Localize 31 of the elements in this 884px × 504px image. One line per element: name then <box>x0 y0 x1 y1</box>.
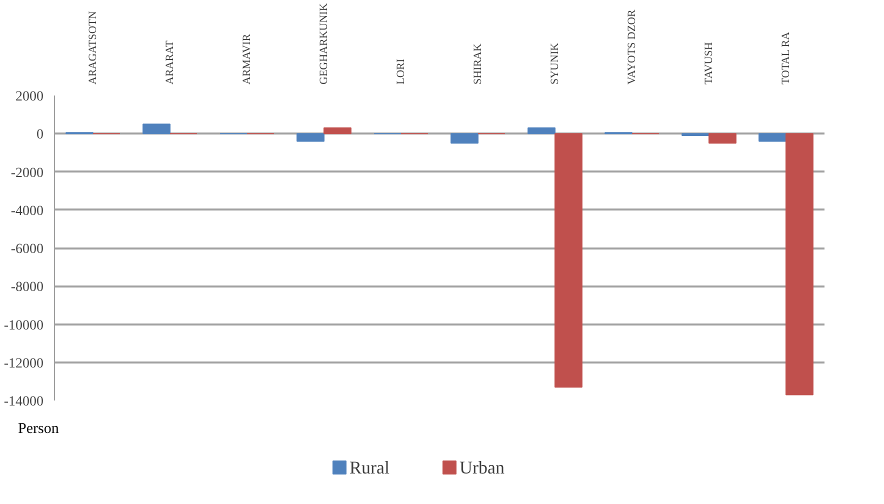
bar <box>296 133 324 142</box>
bar <box>786 133 814 396</box>
y-tick-label: -8000 <box>10 280 44 296</box>
legend-label: Urban <box>460 458 504 478</box>
x-tick-label: LORI <box>395 58 407 84</box>
y-tick-label: -6000 <box>10 242 44 257</box>
bar <box>324 127 352 134</box>
y-tick-label: -12000 <box>4 356 44 372</box>
y-tick-label: -14000 <box>4 394 44 410</box>
bar <box>554 133 582 388</box>
y-tick-label: -10000 <box>4 318 44 334</box>
x-tick-label: ARAGATSOTN <box>87 11 99 84</box>
bar <box>758 133 786 142</box>
y-axis-title: Person <box>18 420 59 439</box>
x-tick-label: SYUNIK <box>549 42 561 84</box>
bar <box>528 127 556 134</box>
x-tick-label: GEGHARKUNIK <box>318 3 330 84</box>
legend-label: Rural <box>350 458 390 478</box>
x-tick-label: TOTAL RA <box>780 32 792 84</box>
y-tick-label: -2000 <box>10 166 44 181</box>
y-tick-label: 2000 <box>16 90 44 104</box>
bar <box>450 133 478 144</box>
y-tick-label: -4000 <box>10 204 44 219</box>
bar <box>708 133 736 144</box>
x-tick-label: SHIRAK <box>472 43 484 84</box>
x-tick-label: VAYOTS DZOR <box>626 8 638 84</box>
bar <box>142 124 170 134</box>
x-tick-label: TAVUSH <box>703 42 715 84</box>
y-tick-label: 0 <box>36 128 44 143</box>
x-tick-label: ARMAVIR <box>241 33 253 84</box>
x-tick-label: ARARAT <box>164 40 176 84</box>
